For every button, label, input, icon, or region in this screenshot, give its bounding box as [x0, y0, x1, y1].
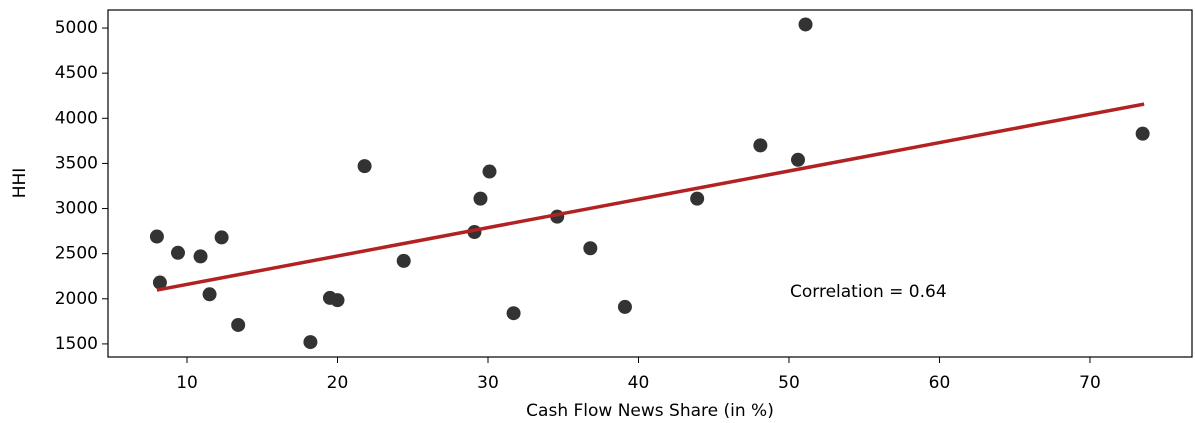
point	[1135, 126, 1150, 141]
point	[193, 249, 208, 264]
point	[482, 164, 497, 179]
x-tick-label: 60	[929, 373, 951, 393]
point	[690, 191, 705, 206]
point	[506, 306, 521, 321]
point	[303, 335, 318, 350]
y-tick-label: 4000	[55, 108, 98, 128]
plot-frame	[107, 9, 1193, 358]
y-axis-label: HHI	[10, 168, 30, 199]
annotation: Correlation = 0.64	[790, 282, 947, 302]
point	[231, 317, 246, 332]
x-tick-label: 30	[477, 373, 499, 393]
point	[149, 229, 164, 244]
point	[396, 253, 411, 268]
point	[791, 152, 806, 167]
x-tick-label: 10	[176, 373, 198, 393]
x-axis-label: Cash Flow News Share (in %)	[526, 401, 774, 421]
y-tick-label: 3500	[55, 153, 98, 173]
fit-line	[156, 102, 1145, 292]
x-tick-label: 40	[628, 373, 650, 393]
point	[473, 191, 488, 206]
point	[798, 17, 813, 32]
point	[330, 293, 345, 308]
y-tick-label: 2000	[55, 289, 98, 309]
x-tick-label: 50	[778, 373, 800, 393]
point	[214, 230, 229, 245]
point	[152, 275, 167, 290]
point	[617, 299, 632, 314]
x-tick-label: 70	[1079, 373, 1101, 393]
point	[583, 241, 598, 256]
y-tick-label: 3000	[55, 199, 98, 219]
point	[357, 159, 372, 174]
point	[170, 245, 185, 260]
y-tick-label: 2500	[55, 244, 98, 264]
point	[202, 287, 217, 302]
y-tick-label: 1500	[55, 334, 98, 354]
y-tick-label: 5000	[55, 18, 98, 38]
y-tick-label: 4500	[55, 63, 98, 83]
x-tick-label: 20	[327, 373, 349, 393]
point	[753, 138, 768, 153]
